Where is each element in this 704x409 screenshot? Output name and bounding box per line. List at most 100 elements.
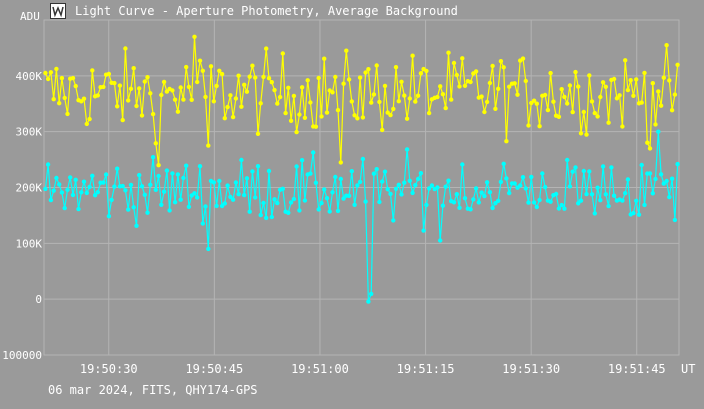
- data-point: [426, 186, 432, 191]
- data-point: [247, 209, 252, 214]
- data-point: [170, 171, 175, 176]
- data-point: [84, 121, 90, 127]
- data-point: [451, 200, 457, 205]
- data-point: [286, 210, 291, 215]
- data-point: [440, 92, 446, 97]
- data-point: [291, 93, 297, 99]
- data-point: [54, 175, 59, 181]
- data-point: [341, 196, 346, 201]
- data-point: [242, 192, 247, 198]
- data-point: [487, 190, 493, 195]
- data-point: [73, 83, 78, 89]
- data-point: [631, 210, 636, 216]
- data-point: [90, 173, 95, 178]
- data-point: [322, 187, 327, 192]
- data-point: [438, 84, 443, 89]
- data-point: [399, 192, 404, 197]
- data-point: [59, 190, 65, 195]
- data-point: [142, 79, 147, 84]
- data-point: [388, 112, 393, 118]
- data-point: [291, 196, 297, 202]
- data-point: [258, 212, 263, 218]
- data-point: [482, 109, 487, 115]
- data-point: [175, 172, 181, 177]
- data-point: [567, 184, 573, 189]
- data-point: [186, 84, 192, 90]
- data-point: [128, 182, 134, 188]
- data-point: [493, 106, 498, 112]
- data-point: [537, 124, 542, 129]
- data-point: [410, 53, 415, 58]
- data-point: [512, 81, 517, 86]
- data-point: [181, 97, 186, 102]
- data-point: [48, 197, 54, 203]
- data-point: [377, 99, 382, 105]
- data-point: [490, 63, 495, 69]
- data-point: [446, 50, 451, 55]
- data-point: [440, 203, 446, 208]
- data-point: [371, 92, 377, 97]
- data-point: [153, 141, 158, 146]
- data-point: [327, 209, 332, 214]
- data-point: [150, 155, 156, 160]
- data-point: [531, 200, 537, 205]
- data-point: [603, 192, 608, 197]
- data-point: [280, 51, 285, 56]
- data-point: [335, 107, 341, 113]
- data-point: [600, 80, 606, 85]
- data-point: [504, 176, 509, 181]
- data-point: [200, 68, 205, 74]
- y-tick-label: 100K: [16, 237, 43, 250]
- data-point: [233, 180, 239, 185]
- data-point: [457, 205, 462, 210]
- data-point: [203, 204, 208, 209]
- data-point: [261, 200, 266, 206]
- x-tick-label: 19:50:45: [185, 362, 243, 376]
- x-tick-label: 19:51:30: [502, 362, 560, 376]
- data-point: [589, 192, 595, 197]
- data-point: [128, 86, 134, 92]
- data-point: [675, 62, 680, 67]
- data-point: [349, 99, 354, 104]
- data-point: [443, 184, 448, 189]
- data-point: [526, 123, 531, 128]
- data-point: [415, 93, 421, 98]
- data-point: [639, 162, 644, 168]
- data-point: [609, 165, 614, 170]
- data-point: [222, 116, 227, 121]
- data-point: [197, 164, 203, 169]
- data-point: [542, 92, 548, 98]
- data-point: [299, 158, 305, 163]
- data-point: [435, 185, 440, 190]
- data-point: [614, 96, 620, 101]
- data-point: [385, 110, 390, 115]
- data-point: [269, 214, 274, 220]
- data-point: [523, 78, 528, 84]
- data-point: [623, 58, 628, 63]
- data-point: [496, 86, 501, 92]
- data-point: [266, 76, 272, 81]
- data-point: [388, 191, 393, 197]
- data-point: [611, 193, 617, 198]
- data-point: [148, 91, 153, 96]
- data-point: [225, 183, 230, 188]
- data-point: [380, 179, 385, 184]
- data-point: [636, 212, 642, 217]
- data-point: [65, 111, 70, 117]
- data-point: [598, 94, 603, 100]
- data-point: [76, 206, 81, 212]
- data-point: [584, 191, 589, 197]
- data-point: [286, 85, 291, 91]
- data-point: [565, 157, 570, 163]
- data-point: [87, 184, 92, 190]
- data-point: [369, 291, 374, 297]
- data-point: [656, 129, 661, 134]
- data-point: [255, 131, 261, 136]
- data-point: [592, 211, 597, 216]
- data-point: [217, 178, 222, 184]
- data-point: [454, 72, 459, 78]
- data-point: [393, 65, 399, 70]
- data-point: [576, 201, 581, 206]
- data-point: [374, 167, 379, 172]
- data-point: [115, 104, 120, 109]
